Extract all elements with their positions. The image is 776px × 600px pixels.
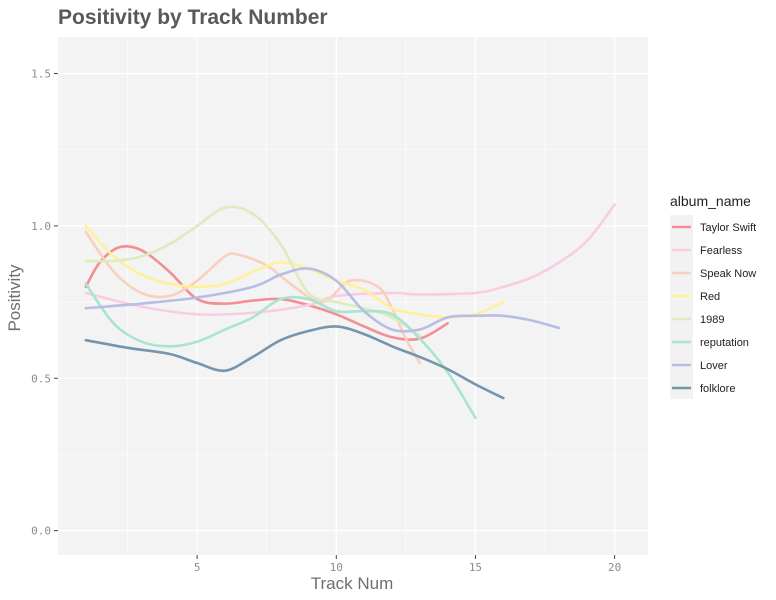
x-tick-label: 10: [330, 561, 343, 574]
legend: album_name Taylor Swift Fearless Speak Now…: [670, 193, 756, 399]
x-tick-label: 20: [608, 561, 621, 574]
series-line-fearless: [84, 203, 616, 316]
legend-title: album_name: [670, 193, 751, 209]
legend-label: Speak Now: [700, 268, 756, 280]
legend-item-red: Red: [672, 291, 720, 303]
legend-label: 1989: [700, 314, 724, 326]
x-axis-title: Track Num: [311, 574, 394, 593]
y-tick-label: 1.5: [31, 68, 51, 81]
series-line-lover: [84, 267, 561, 333]
series-line-1989: [84, 205, 422, 337]
legend-items: Taylor Swift Fearless Speak Now Red 1989 repu…: [672, 222, 756, 395]
legend-key-background: [670, 215, 693, 399]
legend-label: Fearless: [700, 245, 743, 257]
y-axis: 0.0 0.5 1.0 1.5: [31, 68, 58, 538]
legend-label: Taylor Swift: [700, 222, 756, 234]
legend-item-lover: Lover: [672, 360, 728, 372]
legend-label: reputation: [700, 337, 749, 349]
series-line-folklore: [84, 325, 505, 400]
legend-item-folklore: folklore: [672, 383, 735, 395]
legend-item-speak-now: Speak Now: [672, 268, 756, 280]
x-tick-label: 15: [469, 561, 482, 574]
x-axis: 5 10 15 20: [194, 555, 621, 574]
legend-item-1989: 1989: [672, 314, 724, 326]
y-tick-label: 0.0: [31, 525, 51, 538]
x-tick-label: 5: [194, 561, 201, 574]
y-axis-title: Positivity: [5, 264, 24, 332]
legend-item-fearless: Fearless: [672, 245, 743, 257]
y-tick-label: 0.5: [31, 372, 51, 385]
legend-label: Lover: [700, 360, 728, 372]
series-line-taylor-swift: [84, 244, 449, 342]
legend-label: folklore: [700, 383, 735, 395]
legend-item-reputation: reputation: [672, 337, 749, 349]
chart-title: Positivity by Track Number: [58, 6, 328, 29]
minor-grid: [58, 37, 648, 555]
legend-item-taylor-swift: Taylor Swift: [672, 222, 756, 234]
series-line-red: [84, 224, 505, 319]
legend-label: Red: [700, 291, 720, 303]
major-grid: [58, 37, 648, 555]
y-tick-label: 1.0: [31, 220, 51, 233]
series-lines: [84, 203, 616, 420]
